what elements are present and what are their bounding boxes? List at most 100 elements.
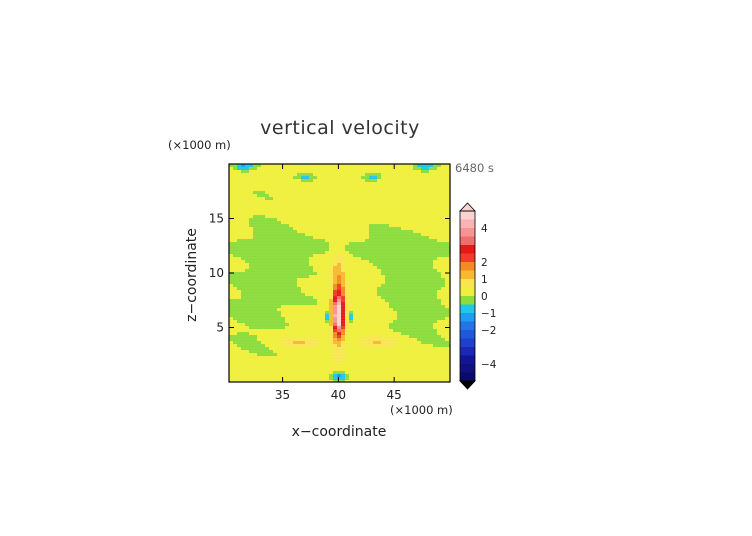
field-cell (429, 257, 434, 261)
field-cell (265, 227, 270, 231)
field-cell (405, 299, 410, 303)
field-cell (389, 164, 394, 168)
field-cell (305, 260, 310, 264)
field-cell (273, 281, 278, 285)
field-cell (293, 185, 298, 189)
field-cell (333, 176, 338, 180)
field-cell (313, 368, 318, 372)
field-cell (257, 176, 262, 180)
field-cell (397, 176, 402, 180)
field-cell (397, 287, 402, 291)
field-cell (349, 323, 354, 327)
field-cell (281, 335, 286, 339)
field-cell (277, 380, 282, 382)
field-cell (281, 182, 286, 186)
field-cell (297, 356, 302, 360)
field-cell (317, 245, 322, 249)
field-cell (349, 245, 354, 249)
field-cell (269, 308, 274, 312)
field-cell (289, 317, 294, 321)
field-cell (321, 191, 326, 195)
field-cell (301, 347, 306, 351)
field-cell (329, 317, 334, 321)
field-cell (401, 203, 406, 207)
field-cell (377, 164, 382, 168)
field-cell (429, 359, 434, 363)
field-cell (357, 344, 362, 348)
field-cell (293, 293, 298, 297)
field-cell (265, 359, 270, 363)
field-cell (229, 377, 234, 381)
field-cell (373, 206, 378, 210)
field-cell (325, 215, 330, 219)
field-cell (329, 170, 334, 174)
field-cell (369, 248, 374, 252)
field-cell (341, 167, 346, 171)
field-cell (305, 185, 310, 189)
field-cell (269, 176, 274, 180)
field-cell (433, 359, 438, 363)
field-cell (397, 260, 402, 264)
field-cell (249, 365, 254, 369)
field-cell (341, 164, 346, 168)
field-cell (261, 212, 266, 216)
field-cell (313, 293, 318, 297)
field-cell (349, 188, 354, 192)
field-cell (265, 323, 270, 327)
field-cell (421, 341, 426, 345)
field-cell (261, 332, 266, 336)
field-cell (417, 251, 422, 255)
field-cell (373, 371, 378, 375)
field-cell (409, 236, 414, 240)
field-cell (353, 272, 358, 276)
field-cell (445, 341, 450, 345)
field-cell (377, 206, 382, 210)
field-cell (261, 209, 266, 213)
field-cell (409, 368, 414, 372)
field-cell (297, 326, 302, 330)
field-cell (433, 365, 438, 369)
field-cell (253, 332, 258, 336)
field-cell (349, 347, 354, 351)
field-cell (261, 284, 266, 288)
field-cell (401, 305, 406, 309)
field-cell (401, 317, 406, 321)
field-cell (269, 215, 274, 219)
field-cell (305, 299, 310, 303)
field-cell (393, 182, 398, 186)
field-cell (293, 203, 298, 207)
field-cell (301, 227, 306, 231)
field-cell (293, 239, 298, 243)
field-cell (257, 308, 262, 312)
field-cell (385, 224, 390, 228)
field-cell (389, 299, 394, 303)
field-cell (389, 371, 394, 375)
field-cell (381, 341, 386, 345)
field-cell (249, 257, 254, 261)
field-cell (441, 206, 446, 210)
field-cell (321, 284, 326, 288)
field-cell (237, 266, 242, 270)
field-cell (277, 203, 282, 207)
field-cell (273, 269, 278, 273)
field-cell (329, 299, 334, 303)
field-cell (265, 164, 270, 168)
field-cell (373, 164, 378, 168)
field-cell (277, 326, 282, 330)
field-cell (417, 329, 422, 333)
field-cell (237, 269, 242, 273)
field-cell (373, 263, 378, 267)
field-cell (277, 245, 282, 249)
field-cell (433, 326, 438, 330)
field-cell (345, 239, 350, 243)
field-cell (441, 170, 446, 174)
field-cell (373, 359, 378, 363)
field-cell (341, 362, 346, 366)
field-cell (237, 296, 242, 300)
field-cell (441, 245, 446, 249)
field-cell (385, 242, 390, 246)
field-cell (245, 191, 250, 195)
field-cell (417, 188, 422, 192)
field-cell (437, 332, 442, 336)
field-cell (233, 344, 238, 348)
